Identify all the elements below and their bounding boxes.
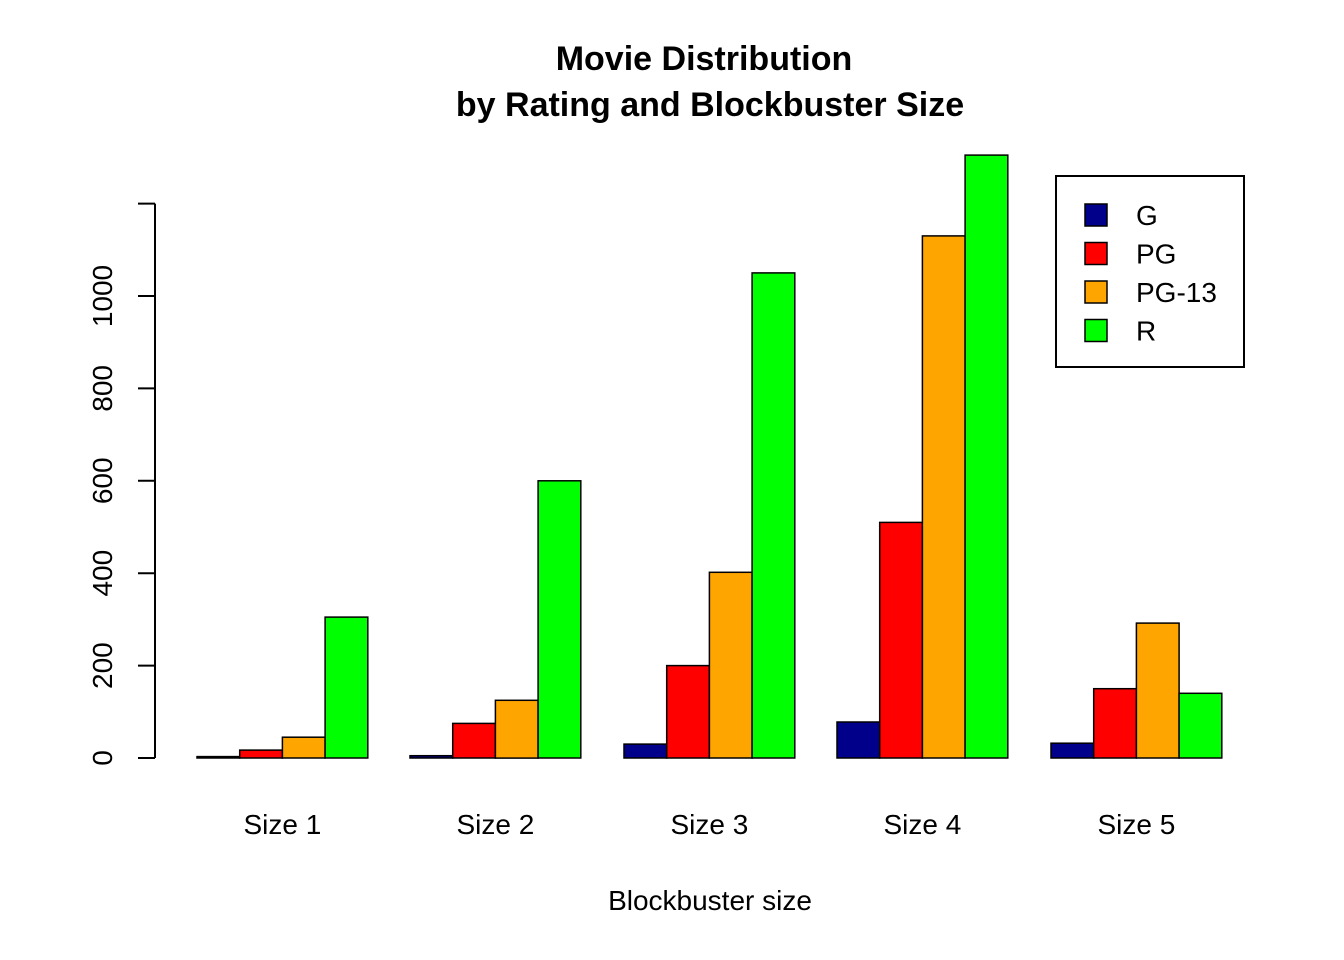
bar-g-2 (409, 754, 454, 759)
x-tick-label: Size 3 (670, 809, 748, 840)
legend-label: PG (1136, 239, 1176, 270)
bar-r-4 (964, 154, 1009, 759)
legend: G PG PG-13 R (1055, 175, 1245, 368)
legend-label: G (1136, 200, 1158, 231)
legend-swatch-pg (1084, 241, 1108, 266)
bars (196, 154, 1223, 759)
bar-r-5 (1178, 692, 1223, 759)
bar-pg-5 (1092, 687, 1138, 759)
x-tick-label: Size 4 (883, 809, 961, 840)
bar-pg-2 (451, 722, 497, 759)
bar-pg-4 (878, 521, 924, 759)
y-tick-label: 400 (87, 550, 118, 597)
x-tick-label: Size 1 (243, 809, 321, 840)
bar-pg-13-1 (281, 736, 326, 759)
x-axis-label: Blockbuster size (608, 885, 812, 916)
y-tick-label: 1000 (87, 265, 118, 327)
bar-r-1 (324, 616, 369, 759)
bar-pg-13-3 (708, 571, 753, 759)
chart-title: Movie Distribution (556, 40, 853, 78)
legend-swatch-g (1084, 203, 1108, 227)
legend-swatch-pg-13 (1084, 280, 1108, 304)
x-tick-label: Size 2 (456, 809, 534, 840)
x-tick-label: Size 5 (1097, 809, 1175, 840)
legend-label: R (1136, 316, 1156, 347)
bar-pg-3 (665, 664, 711, 759)
bar-pg-13-2 (494, 699, 539, 759)
y-axis: 0 200 400 600 800 1000 (87, 202, 156, 766)
bar-r-2 (537, 480, 582, 759)
y-tick-label: 0 (87, 750, 118, 766)
bar-r-3 (751, 272, 796, 759)
bar-g-1 (196, 755, 241, 759)
bar-pg-1 (238, 749, 284, 759)
y-tick-label: 600 (87, 457, 118, 504)
bar-g-5 (1050, 742, 1095, 759)
bar-pg-13-4 (921, 235, 966, 759)
legend-label: PG-13 (1136, 277, 1217, 308)
bar-pg-13-5 (1135, 622, 1180, 759)
y-tick-label: 200 (87, 642, 118, 689)
legend-swatch-r (1084, 318, 1108, 343)
category-labels: Size 1 Size 2 Size 3 Size 4 Size 5 (243, 809, 1175, 840)
bar-g-4 (836, 721, 881, 759)
y-tick-label: 800 (87, 365, 118, 412)
bar-g-3 (623, 743, 668, 759)
chart-subtitle: by Rating and Blockbuster Size (456, 86, 964, 124)
